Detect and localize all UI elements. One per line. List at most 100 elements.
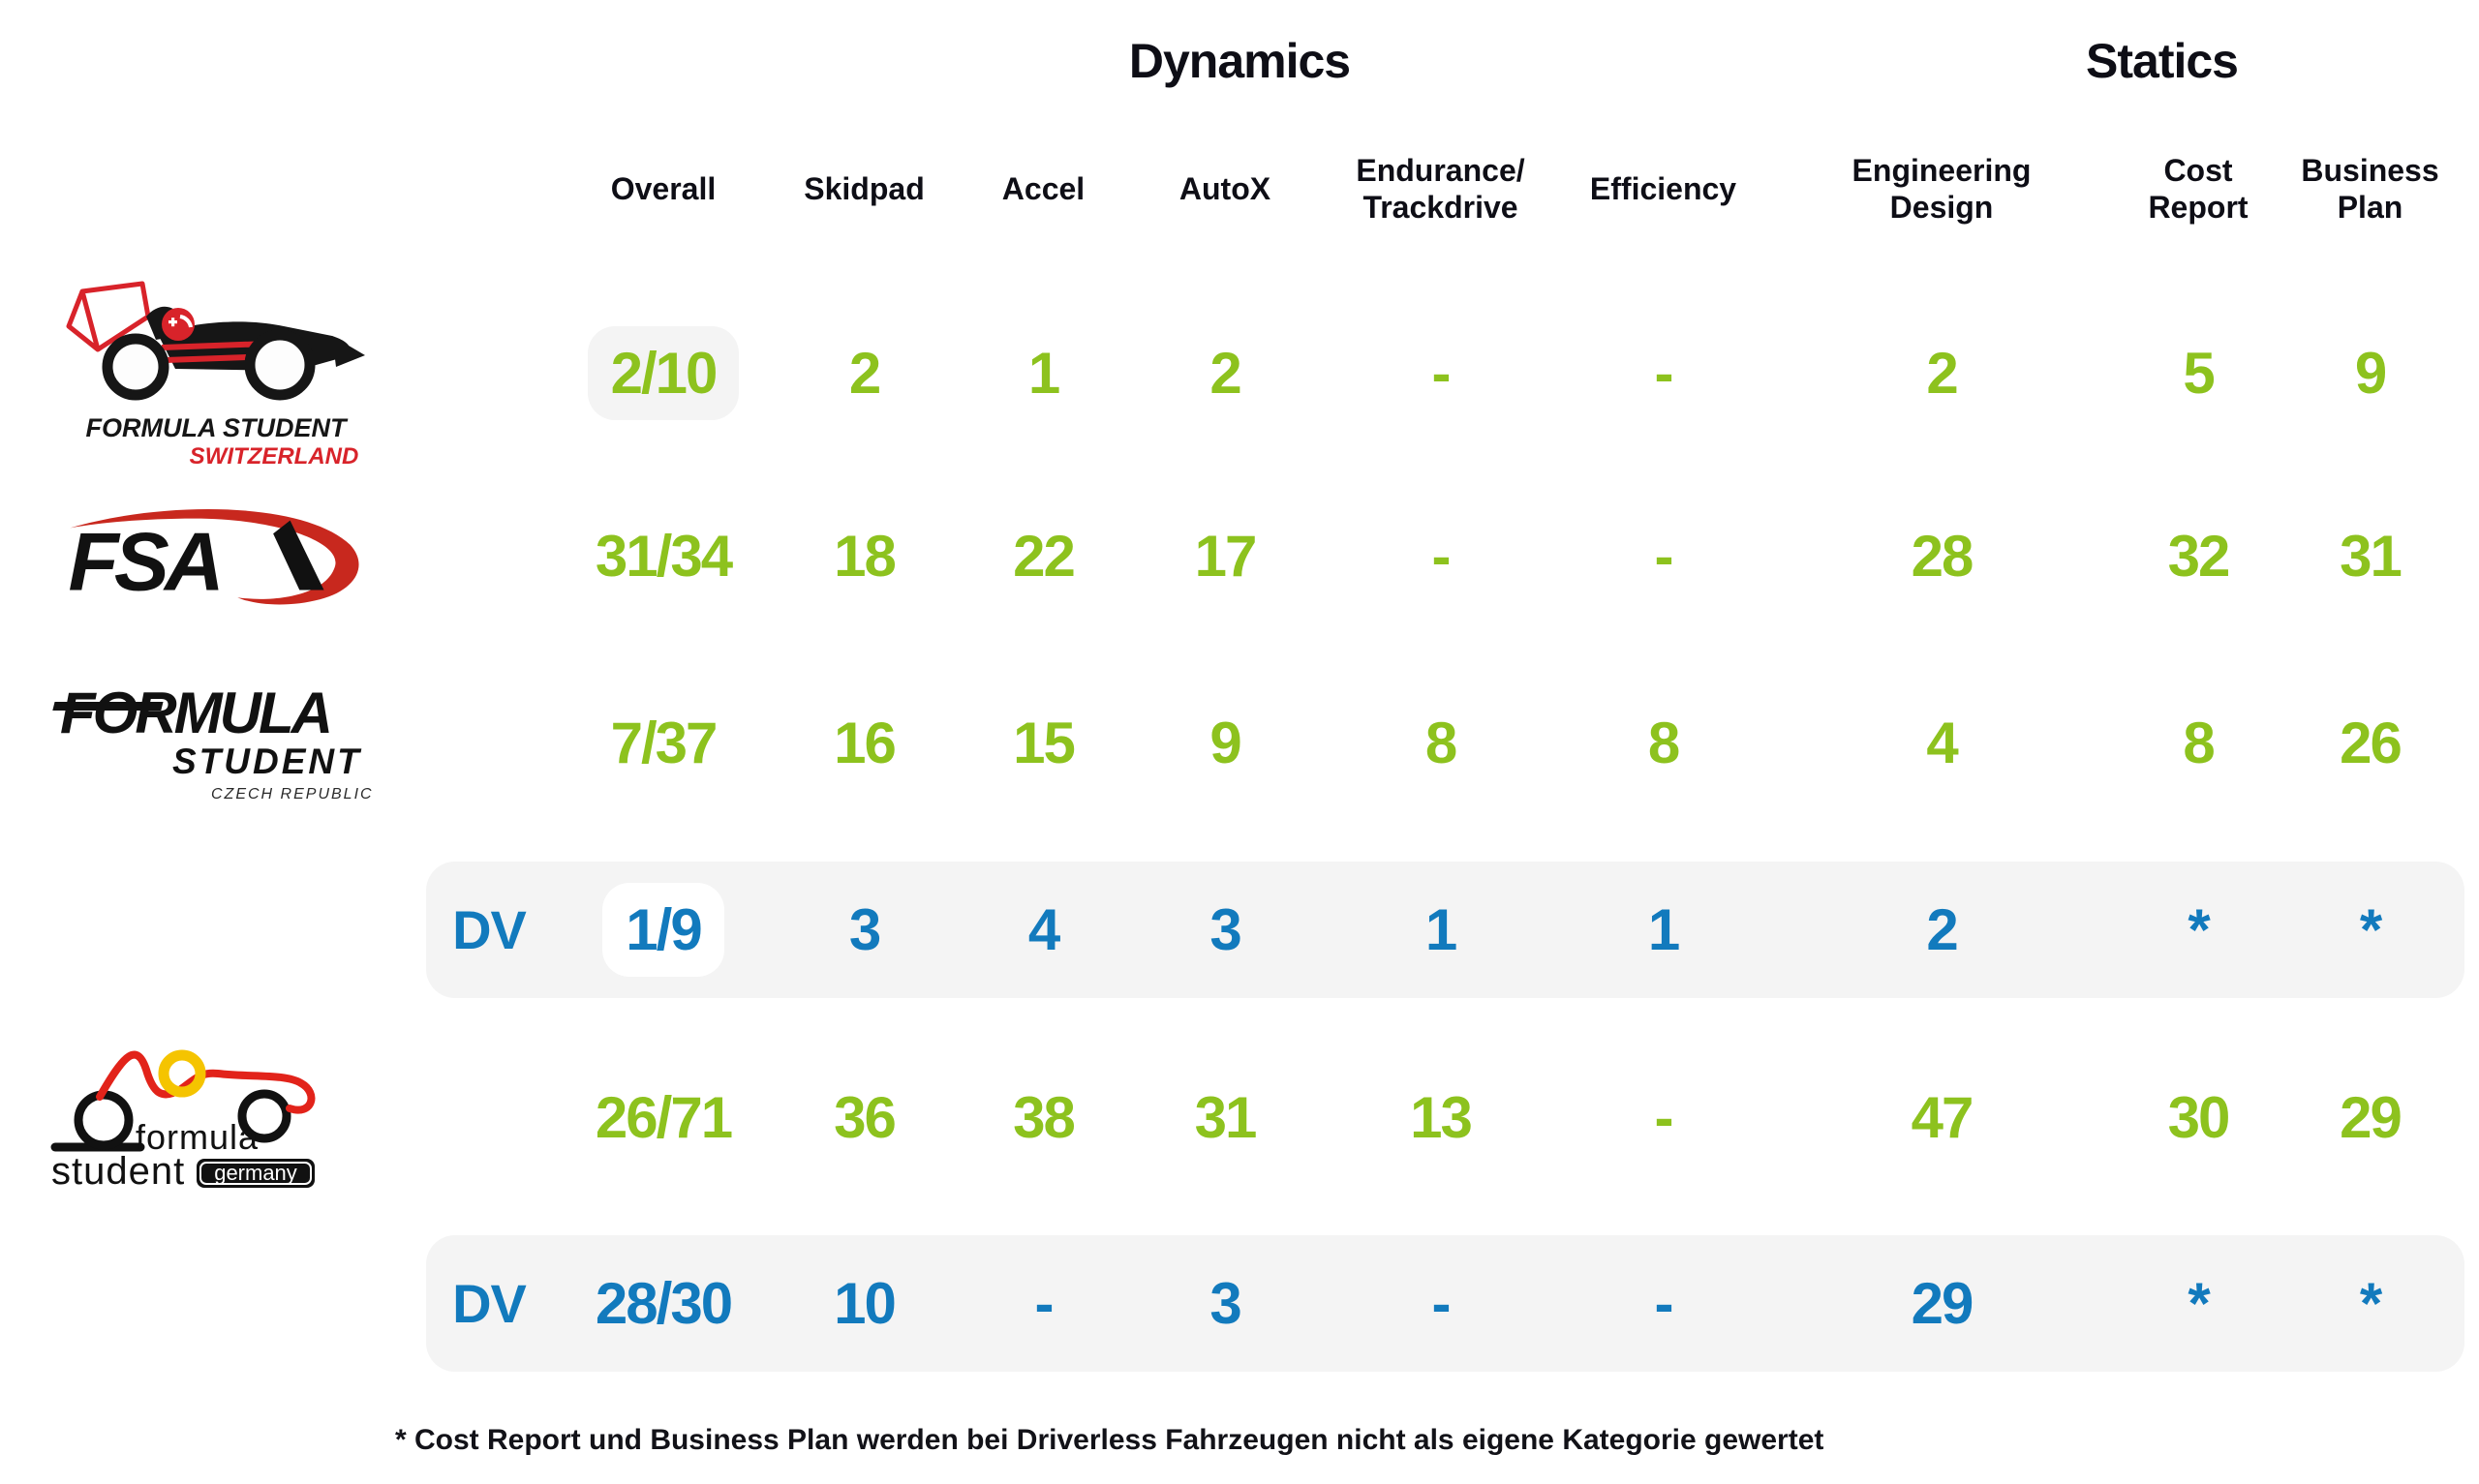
svg-text:SWITZERLAND: SWITZERLAND [190, 443, 359, 469]
table-body: FORMULA STUDENT SWITZERLAND 2/10 2 1 2 - - 2 5 9… [0, 276, 2479, 1397]
column-header-autox: AutoX [1133, 170, 1317, 207]
cell-overall: 1/9 [552, 836, 775, 1023]
column-header-line2: Design [1889, 190, 1994, 225]
column-header-skidpad: Skidpad [775, 170, 954, 207]
footnote: * Cost Report und Business Plan werden b… [395, 1424, 1824, 1456]
logo-placeholder [0, 1210, 426, 1397]
overall-value: 2/10 [587, 325, 740, 420]
team-row-1: FORMULA STUDENT SWITZERLAND 2/10 2 1 2 - - 2 5 9 [0, 276, 2464, 469]
svg-text:FORMULA: FORMULA [60, 681, 330, 745]
dv-badge: DV [452, 1273, 527, 1334]
cell-endurance-trackdrive: 13 [1410, 1085, 1473, 1150]
svg-text:FORMULA STUDENT: FORMULA STUDENT [86, 413, 349, 442]
cell-skidpad: 18 [834, 524, 897, 589]
cell-endurance-trackdrive: 8 [1424, 711, 1457, 775]
team-row-2: FSA 31/34 18 22 17 - - 28 32 31 [0, 463, 2464, 650]
dv-row-band [426, 1235, 2464, 1372]
dv-badge-empty [426, 276, 552, 469]
dv-badge-empty [426, 1023, 552, 1212]
column-header-line1: Efficiency [1589, 170, 1737, 206]
cell-accel: 4 [1027, 897, 1060, 962]
cell-overall: 31/34 [552, 463, 775, 650]
cell-accel: 38 [1013, 1085, 1076, 1150]
cell-accel: 1 [1027, 340, 1060, 406]
cell-autox: 3 [1209, 1271, 1241, 1336]
cell-overall: 28/30 [552, 1210, 775, 1397]
column-header-line1: Accel [1001, 170, 1086, 206]
svg-text:CZECH REPUBLIC: CZECH REPUBLIC [211, 786, 374, 803]
column-header-row: Overall Skidpad Accel AutoX Endurance/Trackd… [0, 102, 2464, 276]
cell-efficiency: 1 [1647, 897, 1680, 962]
cell-business-plan: * [2359, 897, 2382, 962]
cell-accel: 22 [1013, 524, 1076, 589]
cell-business-plan: * [2359, 1271, 2382, 1336]
cell-business-plan: 9 [2354, 340, 2387, 406]
svg-text:germany: germany [214, 1161, 297, 1185]
column-header-efficiency: Efficiency [1564, 170, 1762, 207]
team-row-6: DV 28/30 10 - 3 - - 29 * * [0, 1210, 2464, 1397]
cell-business-plan: 26 [2340, 711, 2402, 775]
overall-value: 26/71 [595, 1085, 733, 1150]
cell-business-plan: 31 [2340, 524, 2402, 589]
dv-badge-empty [426, 650, 552, 836]
cell-skidpad: 2 [848, 340, 881, 406]
cell-business-plan: 29 [2340, 1085, 2402, 1150]
svg-text:FSA: FSA [69, 516, 220, 608]
column-header-line1: Skidpad [804, 170, 925, 206]
cell-accel: 15 [1013, 711, 1076, 775]
cell-skidpad: 3 [848, 897, 881, 962]
column-header-line2: Trackdrive [1362, 190, 1518, 225]
column-header-line1: AutoX [1178, 170, 1271, 206]
cell-engineering-design: 47 [1911, 1085, 1974, 1150]
cell-engineering-design: 28 [1911, 524, 1974, 589]
team-logo-formula-student-germany: formula student germany [0, 1023, 426, 1212]
team-row-4: DV 1/9 3 4 3 1 1 2 * * [0, 836, 2464, 1023]
cell-endurance-trackdrive: - [1431, 524, 1452, 589]
column-header-endurance-trackdrive: Endurance/Trackdrive [1317, 152, 1564, 227]
team-logo-formula-student-switzerland: FORMULA STUDENT SWITZERLAND [0, 276, 426, 469]
cell-efficiency: - [1654, 340, 1674, 406]
column-header-line1: Cost [2163, 152, 2233, 188]
cell-autox: 2 [1209, 340, 1241, 406]
cell-efficiency: - [1654, 524, 1674, 589]
column-header-engineering-design: Engineering Design [1762, 152, 2121, 227]
cell-autox: 3 [1209, 897, 1241, 962]
cell-skidpad: 36 [834, 1085, 897, 1150]
column-header-accel: Accel [954, 170, 1133, 207]
cell-engineering-design: 29 [1911, 1271, 1974, 1336]
column-header-line1: Engineering [1852, 152, 2032, 188]
cell-accel: - [1034, 1271, 1055, 1336]
cell-efficiency: 8 [1647, 711, 1680, 775]
logo-placeholder [0, 836, 426, 1023]
cell-overall: 26/71 [552, 1023, 775, 1212]
cell-efficiency: - [1654, 1271, 1674, 1336]
column-header-overall: Overall [552, 170, 775, 207]
dv-badge: DV [452, 899, 527, 960]
cell-autox: 31 [1194, 1085, 1258, 1150]
svg-text:STUDENT: STUDENT [172, 742, 362, 781]
group-title-dynamics: Dynamics [1128, 33, 1351, 88]
cell-autox: 9 [1209, 711, 1241, 775]
svg-text:formula: formula [136, 1117, 259, 1157]
cell-endurance-trackdrive: 1 [1424, 897, 1457, 962]
fsa-logo: FSA [69, 508, 359, 608]
cell-cost-report: 8 [2183, 711, 2215, 775]
column-header-line2: Report [2148, 190, 2249, 225]
cell-skidpad: 10 [834, 1271, 897, 1336]
formula-student-switzerland-logo: FORMULA STUDENT SWITZERLAND [66, 281, 365, 469]
cell-engineering-design: 4 [1926, 711, 1958, 775]
overall-value: 28/30 [595, 1271, 733, 1336]
column-header-line2: Plan [2337, 190, 2403, 225]
team-logo-fsa: FSA [0, 463, 426, 650]
column-header-business-plan: Business Plan [2276, 152, 2464, 227]
formula-student-germany-logo: formula student germany [50, 1049, 316, 1193]
column-header-line1: Overall [610, 170, 717, 206]
team-row-5: formula student germany 26/71 36 38 31 13 - 47… [0, 1023, 2464, 1210]
column-header-cost-report: Cost Report [2121, 152, 2276, 227]
cell-endurance-trackdrive: - [1431, 1271, 1452, 1336]
cell-overall: 2/10 [552, 276, 775, 469]
overall-value: 31/34 [595, 524, 733, 589]
cell-engineering-design: 2 [1926, 340, 1958, 406]
dv-badge-empty [426, 463, 552, 650]
